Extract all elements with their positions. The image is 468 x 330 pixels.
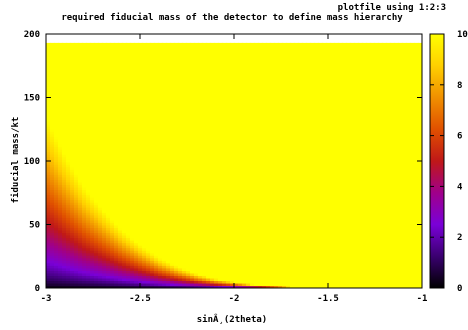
heatmap-cell	[118, 43, 123, 46]
heatmap-cell	[138, 43, 143, 46]
heatmap-cell	[142, 43, 147, 46]
heatmap-cell	[86, 43, 91, 46]
heatmap-cell	[110, 43, 115, 46]
heatmap-cell	[46, 43, 51, 46]
heatmap-cell	[50, 43, 55, 46]
heatmap-cell	[202, 43, 207, 46]
heatmap-cell	[214, 43, 219, 46]
heatmap-cell	[82, 43, 87, 46]
heatmap-cell	[218, 43, 223, 46]
heatmap-cell	[190, 43, 195, 46]
heatmap-cell	[74, 43, 79, 46]
heatmap-cell	[122, 43, 127, 46]
heatmap-cell	[94, 43, 99, 46]
heatmap-cell	[98, 43, 103, 46]
heatmap-cell	[58, 43, 63, 46]
heatmap-cell	[210, 43, 215, 46]
heatmap-cell	[174, 43, 179, 46]
heatmap-cell	[54, 43, 59, 46]
heatmap-cell	[226, 43, 231, 46]
heatmap-cell	[106, 43, 111, 46]
heatmap-cell	[66, 43, 71, 46]
heatmap-cell	[182, 43, 187, 46]
heatmap-cell	[186, 43, 191, 46]
heatmap-cell	[206, 43, 211, 46]
heatmap-cell	[62, 43, 67, 46]
heatmap-cell	[194, 43, 199, 46]
heatmap-cell	[230, 43, 235, 46]
heatmap-cell	[114, 43, 119, 46]
heatmap-cell	[130, 43, 135, 46]
heatmap-cell	[242, 43, 247, 46]
heatmap-cell	[222, 43, 227, 46]
heatmap-cell	[78, 43, 83, 46]
heatmap-cell	[246, 43, 251, 46]
heatmap-cell	[154, 43, 159, 46]
heatmap-cell	[102, 43, 107, 46]
heatmap-cell	[126, 43, 131, 46]
heatmap-cell	[178, 43, 183, 46]
heatmap-cell	[198, 43, 203, 46]
heatmap-cell	[234, 43, 239, 46]
heatmap-cell	[150, 43, 155, 46]
heatmap-cells	[46, 43, 423, 289]
heatmap-cell	[166, 43, 171, 46]
heatmap-cell	[170, 43, 175, 46]
heatmap-cell	[90, 43, 95, 46]
heatmap-cell	[158, 43, 163, 46]
heatmap-cell	[70, 43, 75, 46]
heatmap-cell	[162, 43, 167, 46]
heatmap-cell	[134, 43, 139, 46]
heatmap-cell	[238, 43, 243, 46]
heatmap-cell	[146, 43, 151, 46]
